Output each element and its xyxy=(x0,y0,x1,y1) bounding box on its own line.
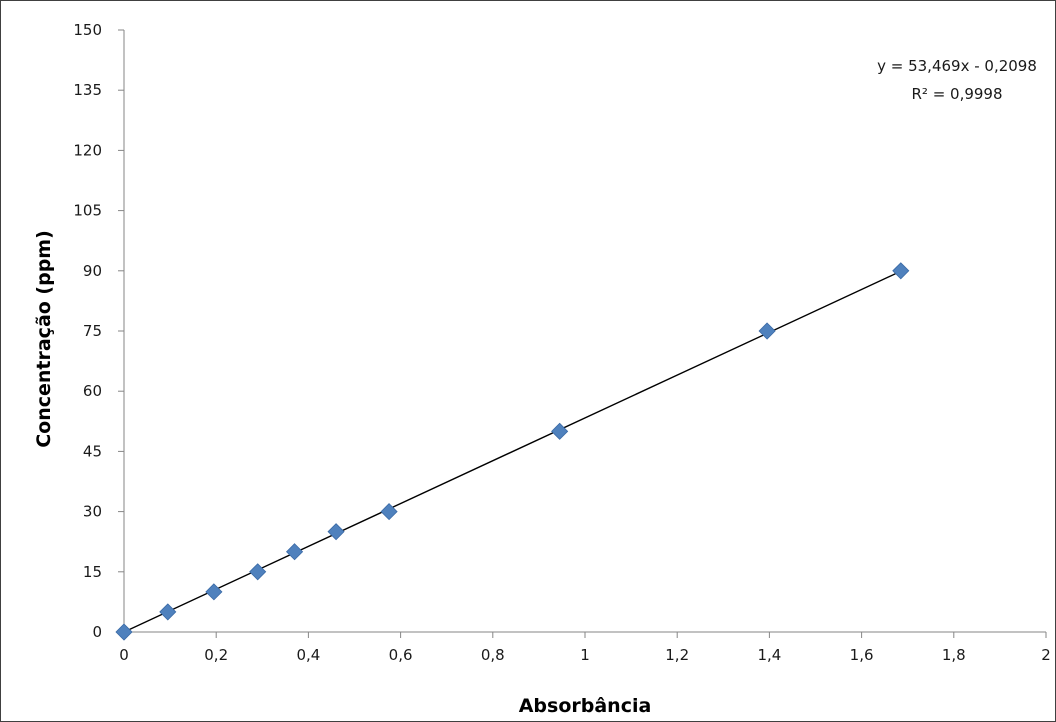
y-tick-label: 45 xyxy=(83,442,102,460)
y-tick-label: 120 xyxy=(73,141,102,159)
y-tick-label: 75 xyxy=(83,322,102,340)
x-tick-label: 0,2 xyxy=(204,646,228,664)
trendline-group xyxy=(123,270,902,633)
y-tick-label: 60 xyxy=(83,382,102,400)
x-tick-label: 0,8 xyxy=(481,646,505,664)
data-point xyxy=(380,503,398,521)
x-tick-label: 0,6 xyxy=(389,646,413,664)
y-tick-label: 105 xyxy=(73,202,102,220)
x-axis-ticks: 0 0,2 0,4 0,6 0,8 1 1,2 1,4 1,6 1,8 2 xyxy=(119,632,1051,664)
data-point xyxy=(159,603,177,621)
data-point xyxy=(892,262,910,280)
y-axis-ticks: 0 15 30 45 60 75 90 105 120 135 150 xyxy=(73,21,124,641)
data-point xyxy=(249,563,267,581)
y-tick-label: 150 xyxy=(73,21,102,39)
y-tick-label: 135 xyxy=(73,81,102,99)
trendline-equation: y = 53,469x - 0,2098 xyxy=(877,57,1037,75)
data-point xyxy=(286,543,304,561)
x-tick-label: 1 xyxy=(580,646,590,664)
x-tick-label: 1,4 xyxy=(757,646,781,664)
data-point xyxy=(758,322,776,340)
data-point xyxy=(205,583,223,601)
trendline xyxy=(123,270,902,633)
y-tick-label: 30 xyxy=(83,503,102,521)
y-tick-label: 15 xyxy=(83,563,102,581)
x-axis-title: Absorbância xyxy=(519,695,652,717)
x-tick-label: 0,4 xyxy=(296,646,320,664)
data-point xyxy=(115,623,133,641)
y-tick-label: 0 xyxy=(92,623,102,641)
x-tick-label: 1,6 xyxy=(850,646,874,664)
x-tick-label: 1,8 xyxy=(942,646,966,664)
x-tick-label: 1,2 xyxy=(665,646,689,664)
data-point xyxy=(551,422,569,440)
x-tick-label: 2 xyxy=(1041,646,1051,664)
r-squared-label: R² = 0,9998 xyxy=(911,85,1002,103)
data-point xyxy=(327,523,345,541)
x-tick-label: 0 xyxy=(119,646,129,664)
data-points xyxy=(115,262,910,641)
y-axis-title: Concentração (ppm) xyxy=(33,230,55,448)
y-tick-label: 90 xyxy=(83,262,102,280)
